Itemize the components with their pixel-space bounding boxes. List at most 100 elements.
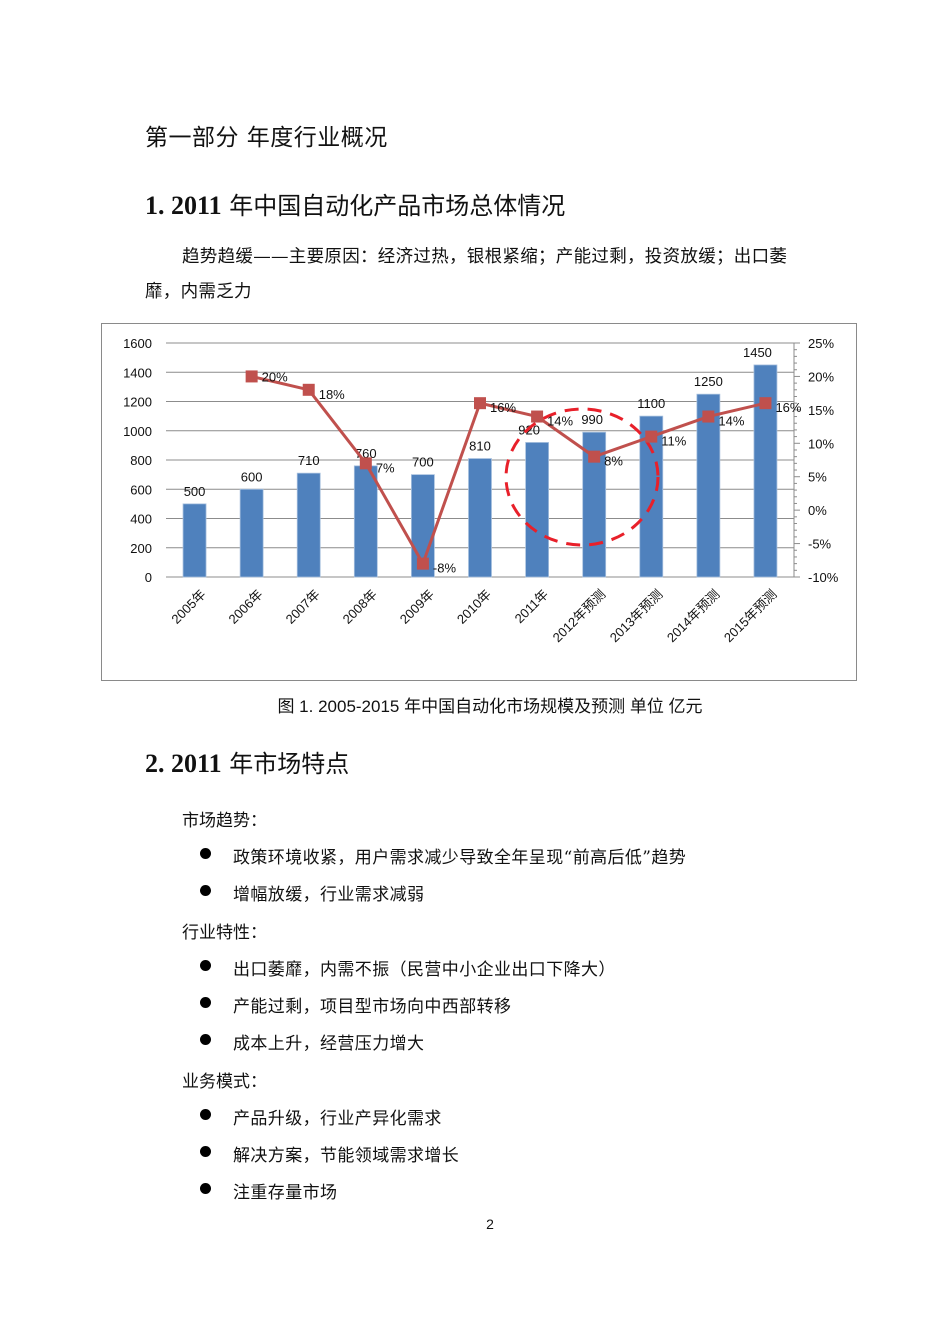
growth-label: -8% <box>433 561 457 576</box>
part-title: 第一部分 年度行业概况 <box>145 125 388 151</box>
section-2-number: 2. 2011 <box>145 749 222 778</box>
growth-label: 14% <box>718 414 744 429</box>
growth-label: 16% <box>775 400 801 415</box>
bullet-icon <box>200 1183 211 1194</box>
growth-label: 20% <box>262 369 288 384</box>
line-marker <box>416 557 429 570</box>
section-1-paragraph: 趋势趋缓——主要原因：经济过热，银根紧缩；产能过剩，投资放缓；出口萎靡，内需乏力 <box>145 247 788 302</box>
bar <box>296 472 321 578</box>
line-marker <box>645 430 658 443</box>
group-label-industry-traits: 行业特性： <box>182 923 267 943</box>
market-size-chart: 0 200 400 600 800 1000 1200 1400 1600 -10% -5% 0% 5%… <box>123 336 839 646</box>
bar <box>525 442 549 578</box>
bullet-icon <box>200 1146 211 1157</box>
bullet-icon <box>200 848 211 859</box>
bar <box>696 393 721 578</box>
group-label-market-trend: 市场趋势： <box>182 811 267 831</box>
bar-value-label: 810 <box>469 439 491 454</box>
x-axis-label: 2011年 <box>512 587 552 627</box>
group-label-business-model: 业务模式： <box>182 1072 267 1092</box>
growth-line <box>251 374 766 568</box>
left-axis-tick: 1400 <box>123 365 152 380</box>
left-axis-tick: 1600 <box>123 336 152 351</box>
bar-value-label: 500 <box>184 484 206 499</box>
list-item: 产能过剩，项目型市场向中西部转移 <box>200 992 511 1017</box>
list-item: 出口萎靡，内需不振（民营中小企业出口下降大） <box>200 955 616 980</box>
x-axis-label: 2012年预测 <box>550 587 609 646</box>
section-2-title: 年市场特点 <box>221 750 350 778</box>
growth-label: 14% <box>547 414 573 429</box>
figure-caption: 图 1. 2005-2015 年中国自动化市场规模及预测 单位 亿元 <box>277 697 703 716</box>
chart-frame: 0 200 400 600 800 1000 1200 1400 1600 -10% -5% 0% 5%… <box>101 323 857 681</box>
line-marker <box>245 370 258 383</box>
bullet-icon <box>200 960 211 971</box>
growth-label: 16% <box>490 400 516 415</box>
bar <box>582 431 607 578</box>
right-axis-tick: -10% <box>808 570 839 585</box>
growth-label: 7% <box>376 460 395 475</box>
right-axis-tick: 10% <box>808 436 834 451</box>
x-axis-label: 2013年预测 <box>607 587 666 646</box>
left-axis-tick: 1000 <box>123 424 152 439</box>
right-axis-tick: -5% <box>808 537 832 552</box>
growth-label: 18% <box>319 387 345 402</box>
x-axis-label: 2009年 <box>397 587 437 627</box>
line-marker <box>531 410 544 423</box>
bullet-icon <box>200 885 211 896</box>
line-marker <box>474 397 486 410</box>
bar-value-label: 990 <box>581 412 603 427</box>
left-axis-tick: 0 <box>145 570 152 585</box>
x-axis-label: 2006年 <box>226 587 266 627</box>
left-axis-tick: 400 <box>130 512 152 527</box>
bullet-icon <box>200 1109 211 1120</box>
list-item: 增幅放缓，行业需求减弱 <box>200 880 424 905</box>
bar <box>353 465 378 578</box>
x-axis-label: 2005年 <box>168 587 208 627</box>
section-1-heading: 1. 2011 年中国自动化产品市场总体情况 <box>145 186 565 221</box>
bar-value-label: 700 <box>412 455 434 470</box>
list-item: 解决方案，节能领域需求增长 <box>200 1141 459 1166</box>
right-axis-tick: 20% <box>808 369 834 384</box>
list-item: 注重存量市场 <box>200 1178 337 1203</box>
right-axis-tick: 5% <box>808 470 827 485</box>
left-axis-tick: 800 <box>130 453 152 468</box>
bullet-icon <box>200 1034 211 1045</box>
highlight-circle <box>504 407 660 547</box>
list-item: 产品升级，行业产异化需求 <box>200 1104 442 1129</box>
bar <box>639 415 664 578</box>
right-axis-tick: 0% <box>808 503 827 518</box>
line-marker <box>702 410 715 423</box>
page-number: 2 <box>486 1216 494 1232</box>
line-marker <box>359 457 372 470</box>
right-axis-tick: 25% <box>808 336 834 351</box>
x-axis-label: 2008年 <box>340 587 380 627</box>
list-item: 成本上升，经营压力增大 <box>200 1029 424 1054</box>
bar <box>182 503 207 578</box>
bar-value-label: 710 <box>298 453 320 468</box>
line-marker <box>302 383 315 396</box>
bar-value-label: 1100 <box>637 396 665 411</box>
bar <box>239 488 264 578</box>
list-item: 政策环境收紧，用户需求减少导致全年呈现“前高后低”趋势 <box>200 843 686 868</box>
left-axis-tick: 1200 <box>123 395 152 410</box>
x-axis-label: 2007年 <box>283 587 323 627</box>
bar <box>468 458 492 578</box>
section-1-number: 1. 2011 <box>145 191 222 220</box>
left-axis-tick: 200 <box>130 541 152 556</box>
x-axis-label: 2015年预测 <box>721 587 780 646</box>
bar-value-label: 1450 <box>743 345 772 360</box>
x-axis-label: 2014年预测 <box>664 587 723 646</box>
growth-label: 8% <box>604 454 623 469</box>
growth-label: 11% <box>661 434 686 449</box>
bar <box>753 364 778 578</box>
bullet-icon <box>200 997 211 1008</box>
line-marker <box>588 450 601 463</box>
section-1-title: 年中国自动化产品市场总体情况 <box>221 192 566 220</box>
x-axis-label: 2010年 <box>454 587 494 627</box>
bar-value-label: 1250 <box>694 374 723 389</box>
left-axis-tick: 600 <box>130 482 152 497</box>
section-2-heading: 2. 2011 年市场特点 <box>145 744 349 779</box>
line-marker <box>759 397 772 410</box>
bar-value-label: 600 <box>241 469 263 484</box>
right-axis-tick: 15% <box>808 403 834 418</box>
